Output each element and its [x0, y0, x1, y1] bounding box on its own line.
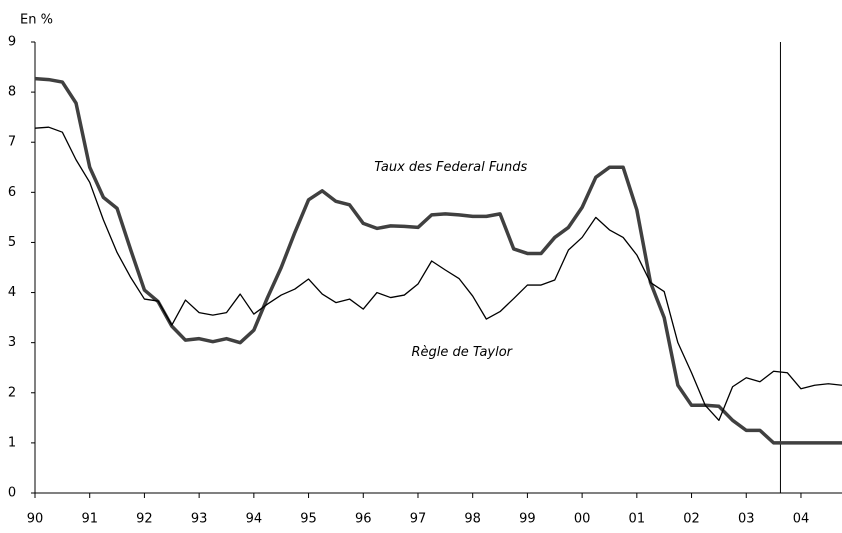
- y-axis-label: En %: [20, 13, 53, 28]
- x-tick-label: 99: [519, 512, 536, 527]
- series-line: [34, 126, 842, 421]
- y-tick-label: 3: [8, 335, 16, 350]
- x-tick-label: 92: [136, 512, 153, 527]
- x-tick-label: 00: [574, 512, 591, 527]
- y-tick-label: 2: [8, 385, 16, 400]
- y-tick-label: 9: [8, 35, 16, 50]
- y-tick-label: 6: [8, 185, 16, 200]
- x-tick-label: 96: [355, 512, 372, 527]
- y-tick-label: 7: [8, 135, 16, 150]
- series-line: [34, 76, 842, 445]
- x-tick-label: 01: [629, 512, 646, 527]
- x-tick-label: 93: [191, 512, 208, 527]
- y-tick-label: 4: [8, 285, 16, 300]
- y-tick-label: 8: [8, 85, 16, 100]
- y-tick-label: 1: [8, 435, 16, 450]
- x-tick-label: 90: [27, 512, 44, 527]
- x-tick-label: 95: [300, 512, 317, 527]
- x-tick-label: 04: [793, 512, 810, 527]
- x-tick-label: 97: [410, 512, 427, 527]
- x-tick-label: 98: [464, 512, 481, 527]
- annotation: Taux des Federal Funds: [374, 160, 527, 175]
- x-tick-label: 94: [246, 512, 263, 527]
- x-tick-label: 03: [738, 512, 755, 527]
- x-tick-label: 91: [81, 512, 98, 527]
- y-tick-label: 0: [8, 486, 16, 501]
- y-tick-label: 5: [8, 235, 16, 250]
- x-tick-label: 02: [683, 512, 700, 527]
- annotation: Règle de Taylor: [411, 345, 513, 360]
